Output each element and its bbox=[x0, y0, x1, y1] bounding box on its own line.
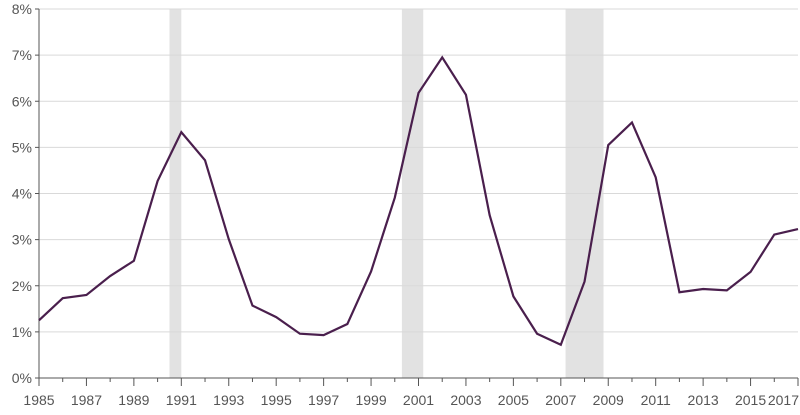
x-tick-label-2: 1989 bbox=[118, 392, 149, 408]
y-tick-label-3: 3% bbox=[12, 232, 32, 248]
x-tick-label-0: 1985 bbox=[23, 392, 54, 408]
y-tick-label-8: 8% bbox=[12, 1, 32, 17]
x-tick-label-7: 1999 bbox=[355, 392, 386, 408]
x-tick-label-16: 2017 bbox=[768, 392, 799, 408]
y-tick-label-5: 5% bbox=[12, 139, 32, 155]
x-tick-label-10: 2005 bbox=[498, 392, 529, 408]
y-tick-labels: 0% 1% 2% 3% 4% 5% 6% 7% 8% bbox=[12, 1, 32, 386]
y-tick-label-4: 4% bbox=[12, 186, 32, 202]
y-tick-label-1: 1% bbox=[12, 324, 32, 340]
x-tick-label-8: 2001 bbox=[403, 392, 434, 408]
x-tick-label-4: 1993 bbox=[213, 392, 244, 408]
x-tick-label-15: 2015 bbox=[735, 392, 766, 408]
x-tick-label-6: 1997 bbox=[308, 392, 339, 408]
x-tick-label-1: 1987 bbox=[71, 392, 102, 408]
x-tick-label-14: 2013 bbox=[688, 392, 719, 408]
axes bbox=[35, 8, 799, 386]
y-tick-label-0: 0% bbox=[12, 370, 32, 386]
x-tick-label-12: 2009 bbox=[593, 392, 624, 408]
x-tick-label-3: 1991 bbox=[166, 392, 197, 408]
series-line-1 bbox=[38, 55, 799, 347]
x-tick-label-5: 1995 bbox=[261, 392, 292, 408]
y-tick-label-6: 6% bbox=[12, 93, 32, 109]
y-tick-label-2: 2% bbox=[12, 278, 32, 294]
y-tick-label-7: 7% bbox=[12, 47, 32, 63]
x-tick-label-9: 2003 bbox=[450, 392, 481, 408]
x-tick-labels: 1985 1987 1989 1991 1993 1995 1997 1999 2001 2003… bbox=[23, 392, 799, 408]
series-layer bbox=[38, 55, 799, 347]
x-tick-label-13: 2011 bbox=[641, 392, 671, 408]
x-tick-label-11: 2007 bbox=[545, 392, 576, 408]
gridlines bbox=[39, 8, 798, 333]
